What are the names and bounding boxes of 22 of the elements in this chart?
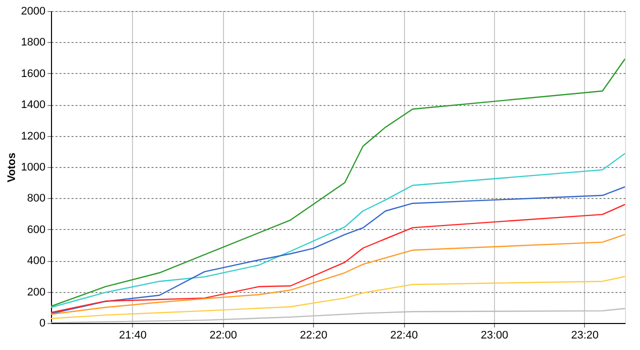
x-tick-label: 22:20 xyxy=(300,330,328,342)
line-series xyxy=(51,234,625,315)
y-tick-label: 200 xyxy=(27,286,46,298)
line-series xyxy=(51,58,625,307)
line-series xyxy=(51,152,625,308)
x-tick-label: 23:00 xyxy=(480,330,508,342)
x-tick-label: 23:20 xyxy=(571,330,599,342)
y-tick-label: 1200 xyxy=(21,130,46,142)
y-tick-label: 400 xyxy=(27,255,46,268)
y-tick-label: 1800 xyxy=(21,36,46,49)
y-tick-label: 1600 xyxy=(21,68,46,80)
y-tick-label: 1400 xyxy=(21,99,46,112)
y-tick-label: 1000 xyxy=(21,162,46,174)
y-tick-label: 0 xyxy=(39,318,46,330)
x-tick-label: 22:00 xyxy=(209,330,237,342)
x-tick-label: 22:40 xyxy=(390,330,418,342)
x-tick-label: 21:40 xyxy=(119,330,147,342)
y-tick-label: 800 xyxy=(27,192,46,205)
y-tick-label: 2000 xyxy=(21,6,46,18)
y-tick-label: 600 xyxy=(27,224,46,236)
y-axis-title: Votos xyxy=(6,152,18,182)
line-series xyxy=(51,276,625,320)
